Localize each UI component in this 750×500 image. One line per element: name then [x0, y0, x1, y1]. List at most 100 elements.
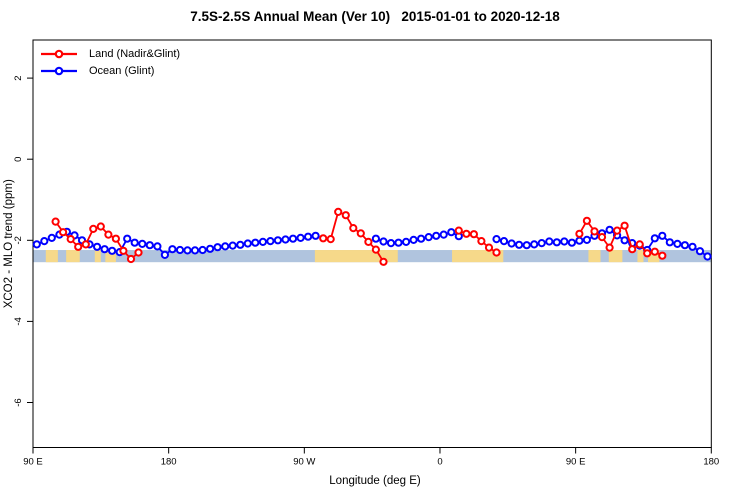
data-point-marker	[104, 230, 113, 239]
legend-item-land: Land (Nadir&Glint)	[40, 45, 180, 62]
data-point-marker	[74, 242, 83, 251]
x-tick-label: 90 E	[23, 457, 43, 468]
data-point-marker	[484, 243, 494, 252]
land-strip-segment	[637, 250, 644, 263]
data-point-marker	[635, 240, 644, 249]
data-point-marker	[100, 245, 109, 254]
land-strip-segment	[588, 250, 601, 263]
data-point-marker	[341, 211, 350, 220]
data-point-marker	[454, 226, 463, 235]
data-point-marker	[349, 224, 358, 233]
data-point-marker	[198, 245, 207, 255]
data-point-marker	[153, 242, 162, 251]
x-tick-label: 180	[703, 457, 719, 468]
data-point-marker	[371, 234, 380, 243]
data-point-marker	[138, 239, 147, 248]
data-point-marker	[658, 251, 667, 260]
data-point-marker	[688, 242, 697, 251]
data-point-marker	[59, 228, 68, 237]
data-point-marker	[311, 231, 320, 240]
data-point-marker	[680, 241, 690, 250]
data-point-marker	[650, 247, 659, 256]
data-point-marker	[251, 238, 260, 247]
data-point-marker	[605, 243, 614, 252]
data-point-marker	[628, 245, 637, 254]
data-point-marker	[213, 243, 222, 252]
y-axis-title: XCO2 - MLO trend (ppm)	[3, 179, 15, 308]
data-point-marker	[492, 248, 501, 257]
data-point-marker	[108, 246, 117, 255]
x-tick-label: 90 E	[566, 457, 586, 468]
data-point-marker	[650, 234, 659, 243]
y-tick-label: 0	[13, 157, 24, 162]
data-point-marker	[379, 237, 388, 246]
data-point-marker	[168, 245, 177, 254]
data-point-marker	[266, 237, 275, 246]
land-strip-segment	[608, 250, 623, 263]
data-point-marker	[356, 229, 365, 238]
data-point-marker	[590, 227, 599, 236]
data-point-marker	[582, 235, 592, 244]
data-point-marker	[334, 207, 343, 216]
data-point-marker	[673, 239, 682, 248]
y-tick-label: -2	[13, 236, 24, 244]
data-point-marker	[575, 236, 584, 245]
data-point-marker	[597, 233, 607, 242]
data-point-marker	[281, 235, 290, 244]
data-point-marker	[492, 235, 501, 244]
y-tick-label: 2	[13, 75, 24, 80]
data-point-marker	[695, 247, 705, 256]
data-point-marker	[228, 241, 237, 250]
data-point-marker	[477, 237, 486, 246]
data-point-marker	[123, 234, 132, 243]
ocean-series-swatch-icon	[41, 66, 77, 75]
x-tick-label: 90 W	[293, 457, 315, 468]
data-point-marker	[394, 238, 403, 247]
data-point-marker	[93, 242, 102, 251]
data-point-marker	[665, 238, 674, 247]
data-point-marker	[703, 252, 712, 261]
data-point-marker	[499, 237, 509, 246]
data-point-marker	[273, 236, 282, 245]
land-strip-segment	[66, 250, 80, 263]
x-axis-title: Longitude (deg E)	[329, 475, 421, 487]
data-point-marker	[89, 224, 98, 233]
data-point-marker	[658, 231, 667, 240]
legend-label-ocean: Ocean (Glint)	[89, 64, 155, 77]
data-point-marker	[560, 237, 569, 246]
data-point-marker	[81, 240, 90, 249]
data-point-marker	[643, 249, 652, 258]
land-strip-segment	[94, 250, 101, 263]
data-point-marker	[386, 239, 396, 248]
data-point-marker	[96, 222, 105, 231]
data-point-marker	[417, 234, 426, 243]
legend-label-land: Land (Nadir&Glint)	[89, 47, 181, 60]
data-point-marker	[530, 240, 539, 249]
data-point-marker	[32, 240, 41, 249]
legend-item-ocean: Ocean (Glint)	[40, 62, 180, 79]
data-point-marker	[183, 246, 192, 255]
data-point-marker	[221, 242, 230, 251]
data-point-marker	[130, 238, 139, 247]
data-point-marker	[47, 233, 56, 242]
data-point-marker	[364, 237, 373, 246]
data-point-marker	[409, 235, 418, 244]
data-point-marker	[424, 233, 433, 242]
x-tick-label: 180	[161, 457, 177, 468]
data-point-marker	[620, 236, 629, 245]
data-point-marker	[190, 246, 200, 255]
data-point-marker	[326, 235, 335, 244]
data-point-marker	[582, 216, 592, 225]
data-point-marker	[206, 244, 215, 253]
data-point-marker	[567, 238, 577, 247]
data-point-marker	[575, 229, 584, 238]
data-point-marker	[40, 237, 49, 246]
data-point-marker	[119, 246, 128, 255]
data-point-marker	[288, 234, 298, 243]
data-point-marker	[537, 239, 546, 248]
data-point-marker	[613, 226, 622, 235]
x-tick-label: 0	[437, 457, 442, 468]
data-point-marker	[134, 248, 143, 257]
data-point-marker	[469, 230, 478, 239]
legend: Land (Nadir&Glint) Ocean (Glint)	[40, 45, 180, 79]
